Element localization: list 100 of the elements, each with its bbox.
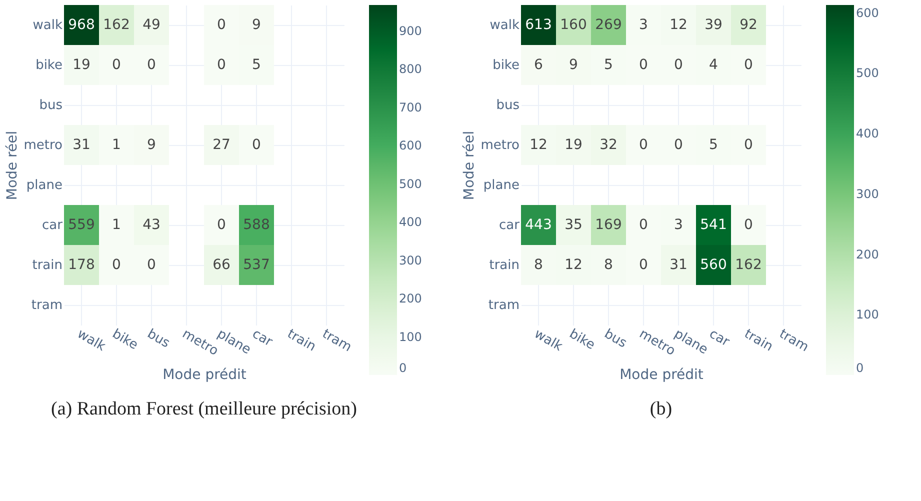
y-tick-label: plane (483, 178, 520, 193)
data-label: 31 (670, 257, 688, 273)
data-label: 35 (564, 217, 582, 233)
data-label: 0 (112, 57, 121, 73)
y-axis-title: Mode réel (462, 130, 478, 200)
y-tick-label: metro (24, 138, 63, 153)
data-label: 162 (103, 17, 130, 33)
data-label: 537 (243, 257, 270, 273)
x-tick-label: bike (566, 326, 598, 354)
color-bar-label: 600 (856, 6, 879, 20)
data-label: 43 (142, 217, 160, 233)
y-tick-label: bike (492, 58, 520, 73)
data-label: 3 (674, 217, 683, 233)
color-bar-label: 800 (399, 62, 422, 76)
color-bar-label: 400 (399, 215, 422, 230)
data-label: 4 (709, 57, 718, 73)
data-label: 968 (68, 17, 95, 33)
data-label: 541 (700, 217, 727, 233)
data-label: 162 (735, 257, 762, 273)
data-label: 0 (252, 137, 261, 153)
color-bar-label: 300 (856, 186, 879, 201)
data-label: 3 (639, 17, 648, 33)
x-tick-label: bus (144, 326, 172, 352)
text: (b) (650, 398, 672, 420)
data-label: 6 (534, 57, 544, 73)
x-tick-label: bike (110, 326, 140, 354)
x-tick-label: car (250, 326, 276, 350)
color-bar-label: 400 (856, 126, 879, 141)
y-tick-label: bus (496, 98, 520, 113)
data-label: 0 (744, 217, 753, 233)
x-axis-title: Mode prédit (162, 367, 247, 384)
data-label: 0 (639, 137, 648, 153)
data-label: 66 (212, 257, 230, 273)
data-label: 5 (709, 137, 718, 153)
y-tick-label: bike (36, 58, 62, 73)
x-tick-label: walk (532, 326, 566, 355)
data-label: 8 (534, 257, 543, 273)
data-label: 0 (147, 57, 156, 73)
data-label: 1 (112, 217, 121, 233)
color-bar-label: 700 (399, 100, 422, 114)
data-label: 12 (530, 137, 548, 153)
text: (a) Random Forest (meilleure précision) (50, 398, 358, 420)
data-label: 0 (112, 257, 121, 273)
color-bar-label: 600 (399, 138, 422, 153)
data-label: 5 (252, 57, 261, 73)
y-tick-label: car (499, 218, 520, 233)
y-tick-label: walk (490, 18, 520, 33)
data-label: 0 (744, 137, 753, 153)
y-tick-label: tram (31, 298, 62, 313)
color-bar-label: 300 (399, 253, 422, 268)
color-bar-label: 500 (856, 66, 879, 80)
x-tick-label: walk (74, 326, 108, 355)
color-bar-label: 100 (856, 308, 879, 322)
data-label: 0 (674, 57, 683, 73)
data-label: 0 (744, 57, 753, 73)
data-label: 12 (564, 257, 582, 273)
y-axis-title: Mode réel (4, 130, 21, 200)
data-label: 39 (704, 17, 722, 33)
x-tick-label: bus (602, 326, 630, 352)
y-tick-label: car (42, 218, 64, 233)
data-label: 12 (670, 17, 688, 33)
y-tick-label: train (489, 258, 520, 273)
y-tick-label: train (32, 258, 62, 273)
color-bar-label: 100 (399, 330, 422, 344)
data-label: 0 (639, 217, 648, 233)
data-label: 9 (147, 137, 156, 153)
data-label: 0 (217, 17, 226, 33)
y-tick-label: tram (488, 298, 520, 313)
data-label: 19 (564, 137, 582, 153)
data-label: 0 (217, 57, 226, 73)
color-bar-label: 200 (399, 292, 422, 306)
y-tick-label: walk (32, 18, 63, 33)
data-label: 0 (217, 217, 226, 233)
y-tick-label: metro (480, 138, 520, 153)
data-label: 613 (525, 17, 552, 33)
color-bar-label: 0 (856, 361, 864, 375)
data-label: 9 (569, 57, 578, 73)
data-label: 0 (639, 257, 648, 273)
data-label: 560 (700, 257, 727, 273)
data-label: 169 (595, 217, 622, 233)
y-tick-label: bus (39, 98, 63, 113)
data-label: 5 (604, 57, 613, 73)
x-tick-label: train (742, 326, 776, 355)
x-tick-label: tram (776, 326, 811, 356)
data-label: 31 (72, 137, 90, 153)
x-tick-label: car (706, 326, 732, 350)
data-label: 588 (243, 217, 270, 233)
y-tick-label: plane (26, 178, 62, 193)
data-label: 269 (595, 17, 622, 33)
data-label: 27 (212, 137, 230, 153)
data-label: 0 (147, 257, 156, 273)
data-label: 49 (142, 17, 160, 33)
data-label: 8 (604, 257, 613, 273)
data-label: 1 (112, 137, 121, 153)
data-label: 32 (600, 137, 618, 153)
data-label: 559 (68, 217, 95, 233)
data-label: 0 (674, 137, 683, 153)
data-label: 178 (68, 257, 95, 273)
data-label: 92 (740, 17, 758, 33)
color-bar-label: 900 (399, 24, 422, 38)
